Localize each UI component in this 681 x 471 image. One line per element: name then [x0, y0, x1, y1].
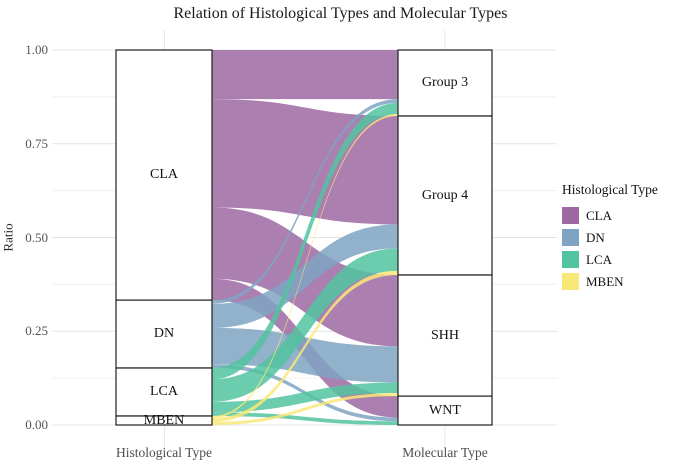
flow-cla-group-4	[212, 99, 398, 225]
y-tick-0-25: 0.25	[25, 323, 48, 338]
legend-swatch-mben	[562, 273, 579, 290]
stratum-dn	[115, 299, 213, 369]
stratum-group-4	[397, 115, 493, 276]
chart-title: Relation of Histological Types and Molec…	[173, 5, 508, 22]
stratum-shh	[397, 274, 493, 397]
legend-label-lca: LCA	[586, 252, 612, 267]
stratum-wnt	[397, 395, 493, 426]
x-axis-label-molecular-type: Molecular Type	[402, 445, 488, 460]
flow-lca-group-3	[212, 102, 398, 380]
y-tick-0-00: 0.00	[25, 417, 48, 432]
x-axis-label-histological-type: Histological Type	[116, 445, 212, 460]
legend-label-cla: CLA	[586, 208, 612, 223]
flow-lca-group-4	[212, 248, 398, 402]
legend-swatch-dn	[562, 229, 579, 246]
flow-mben-group-3	[212, 114, 398, 418]
flow-mben-group-4	[212, 270, 398, 422]
legend-item-lca: LCA	[562, 251, 658, 268]
flow-mben-shh	[212, 393, 398, 425]
stratum-lca	[115, 367, 213, 417]
legend: Histological Type CLA DN LCA MBEN	[562, 182, 658, 295]
legend-label-dn: DN	[586, 230, 605, 245]
y-tick-0-50: 0.50	[25, 230, 48, 245]
legend-label-mben: MBEN	[586, 274, 624, 289]
stratum-group-3	[397, 49, 493, 117]
legend-swatch-lca	[562, 251, 579, 268]
legend-item-cla: CLA	[562, 207, 658, 224]
legend-swatch-cla	[562, 207, 579, 224]
legend-item-dn: DN	[562, 229, 658, 246]
flow-dn-group-4	[212, 224, 398, 328]
stratum-cla	[115, 49, 213, 301]
legend-title: Histological Type	[562, 182, 658, 197]
flow-dn-group-3	[212, 99, 398, 304]
flow-lca-wnt	[212, 412, 398, 425]
y-tick-1-00: 1.00	[25, 42, 48, 57]
flow-cla-group-3	[212, 50, 398, 100]
legend-item-mben: MBEN	[562, 273, 658, 290]
stratum-mben	[115, 415, 213, 426]
y-tick-0-75: 0.75	[25, 136, 48, 151]
